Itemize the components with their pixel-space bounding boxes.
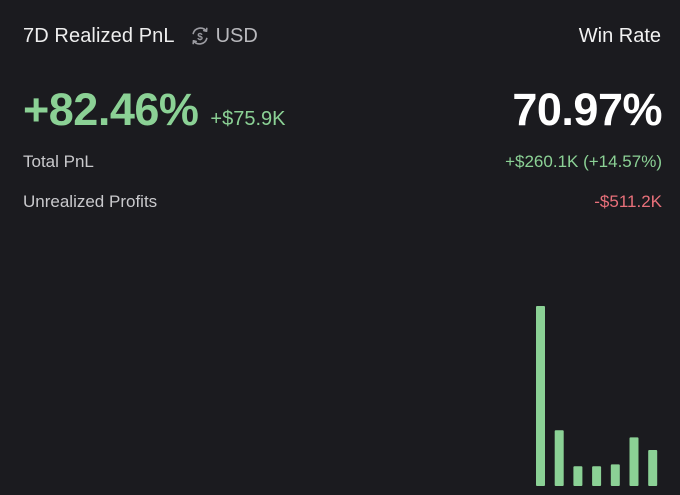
realized-pnl-amount: +$75.9K xyxy=(210,108,286,130)
bar-day-3 xyxy=(573,466,583,486)
realized-pnl-summary: +82.46% +$75.9K xyxy=(23,84,285,136)
total-pnl-value: +$260.1K (+14.57%) xyxy=(505,152,662,171)
bar-day-4 xyxy=(592,466,602,486)
header: 7D Realized PnL $ USD xyxy=(23,22,258,50)
total-pnl-label: Total PnL xyxy=(23,152,94,171)
win-rate-label: Win Rate xyxy=(578,25,661,47)
page-title: 7D Realized PnL xyxy=(23,24,175,47)
bar-day-2 xyxy=(554,430,564,486)
unrealized-profits-label: Unrealized Profits xyxy=(23,192,158,211)
bar-day-1 xyxy=(536,306,545,486)
dollar-exchange-icon: $ xyxy=(189,25,211,47)
bar-day-7 xyxy=(648,450,658,486)
currency-toggle-button[interactable]: $ USD xyxy=(189,25,258,48)
bar-day-5 xyxy=(610,464,620,486)
svg-text:$: $ xyxy=(197,32,203,43)
unrealized-profits-value: -$511.2K xyxy=(594,192,662,211)
realized-pnl-percent: +82.46% xyxy=(23,84,199,135)
currency-label: USD xyxy=(215,24,258,47)
win-rate-value: 70.97% xyxy=(512,84,662,135)
bar-day-6 xyxy=(629,437,639,486)
